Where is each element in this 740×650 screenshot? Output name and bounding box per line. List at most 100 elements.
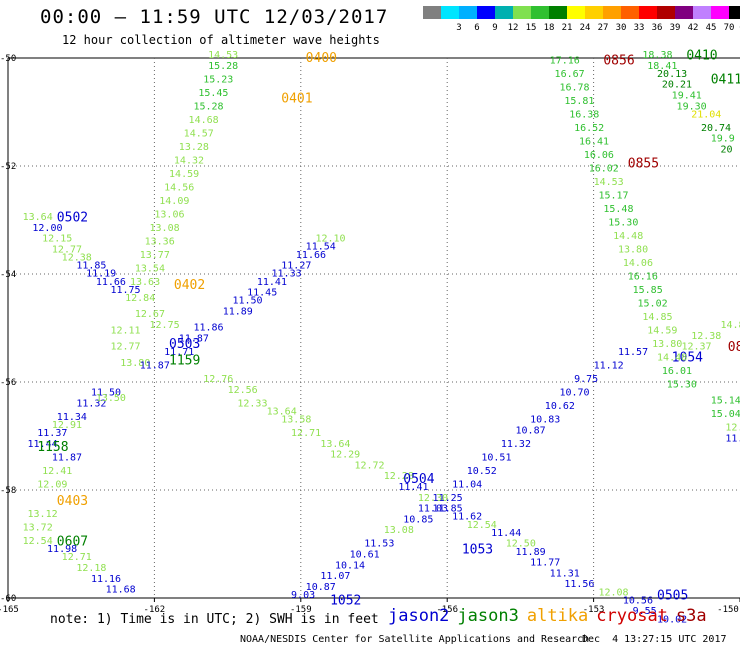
wave-height-value: 13.12 [28, 509, 58, 520]
pass-time-label: 0410 [686, 48, 717, 63]
y-tick-label: -52 [0, 162, 16, 172]
pass-time-label: 1159 [169, 353, 200, 368]
color-scale-label: 12 [507, 23, 519, 33]
wave-height-value: 12.54 [23, 536, 53, 547]
wave-height-value: 13.06 [154, 209, 184, 220]
color-swatch [585, 6, 603, 19]
color-swatch [423, 6, 441, 19]
x-tick-label: -159 [290, 605, 312, 615]
wave-height-value: 11.66 [96, 277, 126, 288]
wave-height-value: 9.75 [574, 374, 598, 385]
wave-height-value: 11.12 [594, 361, 624, 372]
page-title: 00:00 — 11:59 UTC 12/03/2017 [40, 6, 389, 28]
wave-height-value: 11.19 [86, 269, 116, 280]
pass-time-label: 0855 [628, 156, 659, 171]
wave-height-value: 11.50 [91, 388, 121, 399]
wave-height-value: 15.28 [193, 101, 223, 112]
wave-height-value: 11.87 [52, 452, 82, 463]
pass-time-label: 085 [728, 340, 740, 355]
wave-height-value: 16.02 [589, 163, 619, 174]
wave-height-value: 11.44 [491, 528, 521, 539]
wave-height-value: 14.09 [159, 196, 189, 207]
wave-height-value: 11.8 [725, 433, 740, 444]
wave-height-value: 11.50 [232, 296, 262, 307]
wave-height-value: 13.72 [23, 523, 53, 534]
wave-height-value: 11.41 [257, 277, 287, 288]
pass-time-label: 0502 [57, 210, 88, 225]
wave-height-value: 14.48 [657, 352, 687, 363]
wave-height-value: 12.33 [237, 398, 267, 409]
wave-height-value: 11.54 [306, 242, 336, 253]
wave-height-value: 11.45 [247, 288, 277, 299]
credit-line: NOAA/NESDIS Center for Satellite Applica… [240, 634, 590, 645]
wave-height-value: 18.38 [642, 50, 672, 61]
wave-height-value: 15.85 [633, 285, 663, 296]
x-tick-label: -162 [144, 605, 166, 615]
wave-height-value: 14.06 [623, 258, 653, 269]
wave-height-value: 12.91 [52, 420, 82, 431]
wave-height-value: 12.71 [291, 428, 321, 439]
footnote: note: 1) Time is in UTC; 2) SWH is in fe… [50, 612, 379, 627]
wave-height-value: 12.41 [42, 466, 72, 477]
y-tick-label: -50 [0, 54, 16, 64]
color-scale-label: 36 [651, 23, 663, 33]
wave-height-value: 16.67 [555, 69, 585, 80]
wave-height-value: 12.11 [110, 325, 140, 336]
wave-height-value: 12.54 [467, 520, 497, 531]
wave-height-value: 12.71 [62, 552, 92, 563]
wave-height-value: 13.80 [120, 358, 150, 369]
mission-legend-item: altika [526, 606, 589, 626]
pass-time-label: 0400 [306, 51, 337, 66]
page-subtitle: 12 hour collection of altimeter wave hei… [62, 33, 380, 47]
wave-height-value: 21.04 [691, 109, 721, 120]
wave-height-value: 19.30 [677, 101, 707, 112]
color-swatch [513, 6, 531, 19]
wave-height-value: 12.76 [203, 374, 233, 385]
pass-time-label: 0503 [169, 337, 200, 352]
wave-height-value: 12.77 [52, 244, 82, 255]
wave-height-value: 12.75 [150, 320, 180, 331]
wave-height-value: 18.41 [647, 61, 677, 72]
wave-height-value: 10.70 [559, 388, 589, 399]
wave-height-value: 12.28 [384, 471, 414, 482]
wave-height-value: 11.25 [433, 493, 463, 504]
wave-height-value: 11.85 [433, 504, 463, 515]
wave-height-value: 11.87 [179, 334, 209, 345]
x-tick-label: -153 [583, 605, 605, 615]
wave-height-value: 20.74 [701, 123, 731, 134]
color-scale-label: 30 [615, 23, 627, 33]
wave-height-value: 11.16 [91, 574, 121, 585]
wave-height-value: 10.83 [530, 415, 560, 426]
wave-height-value: 14.59 [647, 325, 677, 336]
pass-time-label: 0505 [657, 588, 688, 603]
color-swatch [603, 6, 621, 19]
pass-time-label: 1054 [672, 351, 703, 366]
color-swatch [621, 6, 639, 19]
wave-height-value: 12.56 [228, 385, 258, 396]
mission-legend-item: jason3 [457, 606, 519, 626]
color-scale-label: 33 [633, 23, 645, 33]
color-scale-label: 70 [723, 23, 735, 33]
wave-height-value: 11.04 [452, 479, 482, 490]
wave-height-value: 13.64 [320, 439, 350, 450]
wave-height-value: 14.53 [208, 50, 238, 61]
pass-time-label: 0607 [57, 534, 88, 549]
wave-height-value: 16.16 [628, 271, 658, 282]
wave-height-value: 14.53 [594, 177, 624, 188]
y-tick-label: -58 [0, 486, 16, 496]
wave-height-value: 13.58 [281, 415, 311, 426]
wave-height-value: 15.30 [608, 217, 638, 228]
color-scale-label: 15 [525, 23, 537, 33]
wave-height-value: 14.59 [169, 169, 199, 180]
wave-height-value: 15.28 [208, 61, 238, 72]
wave-height-value: 11.27 [281, 261, 311, 272]
wave-height-value: 11.34 [57, 412, 87, 423]
mission-legend-item: jason2 [388, 606, 450, 626]
wave-height-value: 13.63 [130, 277, 160, 288]
wave-height-value: 14.68 [189, 115, 219, 126]
wave-height-value: 10.51 [481, 452, 511, 463]
wave-height-value: 11.53 [364, 539, 394, 550]
wave-height-value: 12.72 [354, 460, 384, 471]
wave-height-value: 10.85 [403, 514, 433, 525]
